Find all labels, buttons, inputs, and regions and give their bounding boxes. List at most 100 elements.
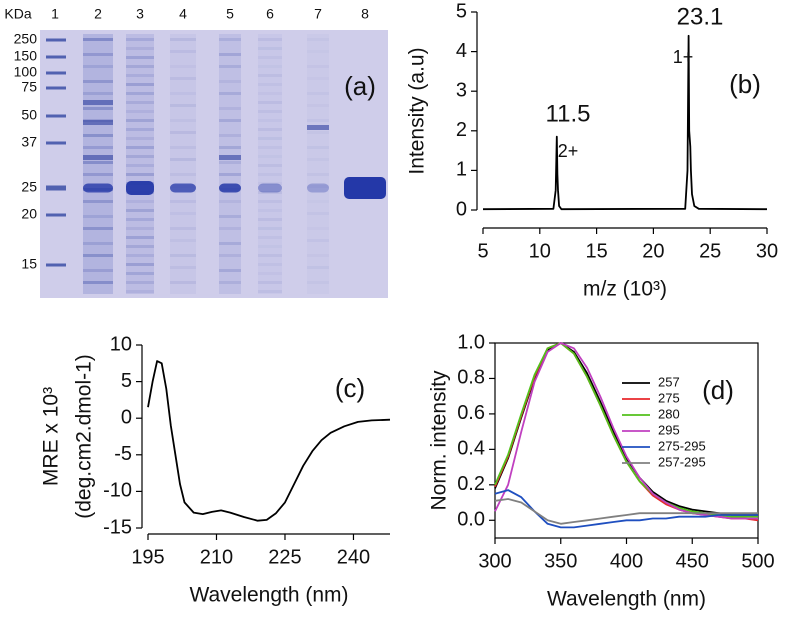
lane-band <box>126 128 154 131</box>
lane-band <box>126 65 154 68</box>
series-line <box>494 498 758 525</box>
x-axis-label: Wavelength (nm) <box>189 584 348 607</box>
lane-band <box>170 227 196 230</box>
lane-band <box>258 209 282 212</box>
lane-band <box>83 107 113 110</box>
lane-band <box>219 134 241 137</box>
lane-band <box>258 281 282 284</box>
marker-label: 75 <box>21 79 37 95</box>
x-tick-label: 225 <box>268 546 301 568</box>
lane-band <box>126 227 154 230</box>
y-tick-label: 0.6 <box>457 402 485 424</box>
x-tick-label: 210 <box>200 546 233 568</box>
lane-band <box>170 131 196 134</box>
lane-band <box>307 173 329 176</box>
lane-band <box>307 119 329 122</box>
lane-band <box>258 101 282 104</box>
marker-label: 100 <box>14 64 38 80</box>
y-tick-label: 0 <box>121 406 132 428</box>
series-line <box>147 360 391 522</box>
lane-band <box>258 137 282 140</box>
lane-band <box>307 92 329 95</box>
lane-label: 7 <box>314 6 322 22</box>
marker-label: 37 <box>21 134 37 150</box>
protein-band <box>83 183 113 193</box>
y-axis-label: MRE x 10³ <box>40 387 63 486</box>
protein-band <box>126 181 154 195</box>
lane-band <box>258 92 282 95</box>
lane-band <box>219 53 241 56</box>
lane-band <box>170 266 196 269</box>
lane-band <box>307 200 329 203</box>
y-axis-label: (deg.cm2.dmol-1) <box>73 354 96 519</box>
lane-band <box>83 65 113 68</box>
lane-band <box>83 146 113 149</box>
lane-label: 8 <box>361 6 369 22</box>
marker-label: 250 <box>14 31 38 47</box>
marker-label: 20 <box>21 206 37 222</box>
y-axis-label: Intensity (a.u) <box>406 47 429 174</box>
lane-band <box>83 161 113 164</box>
lane-label: 2 <box>94 6 102 22</box>
lane-band <box>126 200 154 203</box>
y-tick-label: -10 <box>103 480 132 502</box>
legend-label: 257-295 <box>658 454 706 469</box>
lane-band <box>307 38 329 41</box>
y-tick-label: 0.2 <box>457 473 485 495</box>
gel-image <box>40 30 388 298</box>
lane-band <box>170 281 196 284</box>
lane-band <box>258 146 282 149</box>
lane-band <box>307 77 329 80</box>
lane-band <box>126 155 154 158</box>
lane-band <box>258 56 282 59</box>
lane-band <box>307 227 329 230</box>
panel-label: (a) <box>344 71 376 101</box>
x-tick-label: 20 <box>642 240 664 262</box>
lane-band <box>258 83 282 86</box>
protein-band <box>344 177 386 199</box>
y-tick-label: 5 <box>456 0 467 22</box>
lane-smear <box>83 34 113 294</box>
y-tick-label: 0.4 <box>457 438 485 460</box>
x-tick-label: 195 <box>131 546 164 568</box>
protein-band <box>83 120 113 125</box>
annotation: 1+ <box>673 47 694 67</box>
lane-band <box>126 236 154 239</box>
lane-band <box>83 200 113 203</box>
marker-label: 15 <box>21 256 37 272</box>
annotation: 11.5 <box>546 100 591 127</box>
lane-band <box>170 92 196 95</box>
legend-label: 275 <box>658 390 680 405</box>
lane-smear <box>170 34 196 294</box>
lane-label: 1 <box>51 6 59 22</box>
lane-band <box>170 104 196 107</box>
lane-band <box>258 200 282 203</box>
lane-band <box>258 245 282 248</box>
lane-band <box>126 74 154 77</box>
lane-band <box>219 242 241 245</box>
lane-band <box>126 263 154 266</box>
lane-band <box>258 65 282 68</box>
x-tick-label: 300 <box>478 550 511 572</box>
lane-band <box>219 65 241 68</box>
y-tick-label: 4 <box>456 40 467 62</box>
lane-band <box>126 83 154 86</box>
lane-band <box>307 254 329 257</box>
lane-band <box>258 110 282 113</box>
lane-band <box>126 110 154 113</box>
x-tick-label: 450 <box>676 550 709 572</box>
lane-band <box>83 242 113 245</box>
lane-band <box>219 107 241 110</box>
lane-band <box>83 281 113 284</box>
lane-band <box>258 290 282 293</box>
y-tick-label: 5 <box>121 370 132 392</box>
lane-band <box>219 161 241 164</box>
lane-band <box>307 131 329 134</box>
series-line <box>482 34 768 211</box>
legend-label: 275-295 <box>658 438 706 453</box>
y-tick-label: -15 <box>103 516 132 538</box>
lane-band <box>307 281 329 284</box>
x-tick-label: 15 <box>585 240 607 262</box>
lane-band <box>170 200 196 203</box>
